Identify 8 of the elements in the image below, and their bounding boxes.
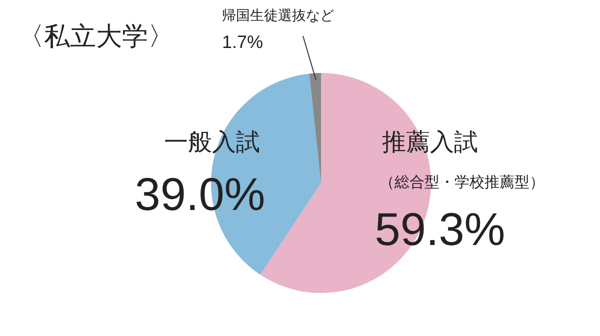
text: 〈私立大学〉 (18, 21, 174, 51)
data-label: 39.0% (134, 168, 266, 220)
data-label: 59.3% (374, 203, 506, 255)
slice-label: 帰国生徒選抜など (222, 7, 334, 23)
pie-slice (309, 73, 321, 183)
text: （総合型・学校推薦型） (380, 174, 544, 191)
slice-label: 推薦入試 (382, 129, 478, 156)
data-label: 1.7% (222, 32, 264, 52)
